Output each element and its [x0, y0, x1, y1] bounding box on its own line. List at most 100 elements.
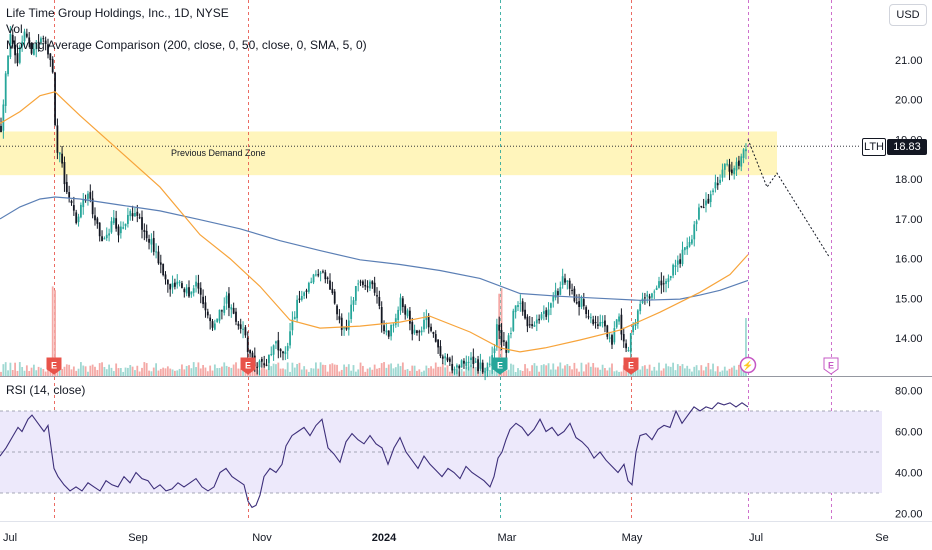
earnings-badge[interactable]: E: [492, 357, 508, 375]
candle-body: [667, 278, 670, 282]
candle-body: [698, 207, 700, 220]
candle-body: [190, 291, 193, 295]
volume-bar: [503, 371, 505, 376]
rsi-tick-label: 20.00: [895, 509, 923, 521]
candle-body: [202, 296, 204, 305]
candle-body: [561, 276, 564, 286]
candle-body: [554, 290, 557, 298]
candle-body: [249, 350, 251, 354]
candle-body: [230, 307, 233, 310]
volume-bar: [465, 366, 468, 376]
candle-body: [218, 309, 221, 321]
volume-bar: [698, 370, 700, 376]
price-tick-label: 14.00: [895, 333, 923, 345]
volume-bar: [21, 367, 24, 376]
candle-body: [538, 318, 541, 321]
candle-body: [4, 73, 7, 106]
volume-bar: [669, 366, 672, 376]
candle-body: [188, 287, 190, 297]
badge-label: ⚡: [742, 360, 753, 372]
candle-body: [136, 211, 139, 216]
candle-body: [709, 194, 712, 203]
candle-body: [30, 43, 33, 54]
earnings-badge[interactable]: E: [823, 357, 839, 375]
volume-bar: [613, 371, 616, 376]
earnings-badge[interactable]: E: [46, 357, 62, 375]
candle-body: [559, 287, 562, 295]
candle-body: [242, 328, 244, 330]
volume-bar: [679, 365, 682, 376]
volume-bar: [535, 365, 538, 376]
volume-bar: [512, 364, 515, 376]
candle-body: [493, 348, 496, 354]
candle-body: [223, 305, 226, 313]
moving-averages: [0, 91, 749, 353]
volume-bar: [345, 366, 348, 376]
last-price-tag: 18.83: [887, 139, 927, 155]
candle-body: [658, 281, 660, 288]
volume-bar: [204, 367, 207, 376]
volume-bar: [441, 363, 444, 376]
volume-bar: [319, 362, 322, 376]
volume-bar: [44, 371, 47, 376]
candle-body: [307, 282, 310, 292]
earnings-badge[interactable]: E: [240, 357, 256, 375]
candle-body: [505, 342, 508, 353]
volume-bar: [401, 362, 404, 376]
candle-body: [498, 324, 501, 331]
candle-body: [232, 308, 235, 314]
time-tick-label: Jul: [3, 532, 17, 544]
volume-bar: [225, 365, 228, 376]
dividend-badge[interactable]: ⚡: [739, 356, 757, 374]
volume-bar: [305, 369, 308, 376]
candle-body: [181, 283, 183, 289]
volume-bar: [627, 371, 630, 376]
volume-bar: [618, 371, 620, 376]
badge-shape: [739, 356, 757, 374]
currency-button[interactable]: USD: [889, 4, 927, 26]
volume-bar: [138, 371, 141, 376]
candle-body: [651, 293, 653, 298]
candle-body: [387, 330, 390, 337]
candle-body: [383, 325, 385, 332]
candle-body: [270, 353, 273, 355]
candle-body: [312, 274, 315, 283]
candle-body: [378, 296, 381, 306]
candle-body: [404, 305, 407, 315]
candle-body: [204, 302, 207, 311]
volume-bar: [383, 362, 385, 376]
volume-bar: [430, 366, 432, 376]
volume-bar: [312, 368, 315, 376]
volume-bar: [387, 364, 390, 376]
candle-body: [441, 356, 444, 359]
candle-body: [303, 292, 306, 296]
event-badges[interactable]: E E E E ⚡ E: [46, 356, 839, 375]
candle-body: [510, 333, 512, 335]
candle-body: [531, 324, 533, 326]
volume-bar: [117, 368, 120, 376]
volume-bar: [221, 366, 223, 376]
volume-bar: [378, 367, 381, 376]
candle-body: [613, 328, 616, 343]
candle-body: [634, 322, 637, 327]
volume-bar: [286, 362, 289, 376]
volume-bar: [105, 369, 108, 376]
volume-bar: [658, 362, 660, 376]
volume-bar: [406, 369, 409, 376]
volume-bar: [169, 368, 172, 376]
badge-label: E: [628, 361, 634, 371]
ma200-line: [0, 196, 749, 301]
volume-bar: [336, 364, 338, 376]
volume-bar: [705, 366, 707, 376]
earnings-badge[interactable]: E: [623, 357, 639, 375]
demand-zone-label: Previous Demand Zone: [171, 148, 266, 158]
candle-body: [54, 72, 56, 126]
volume-bar: [84, 366, 87, 376]
volume-bar: [709, 369, 712, 376]
volume-bar: [157, 370, 160, 376]
volume-bar: [446, 365, 449, 376]
candle-body: [427, 315, 430, 328]
candle-body: [68, 192, 71, 199]
ma-comparison-label: Moving Average Comparison (200, close, 0…: [6, 38, 367, 52]
